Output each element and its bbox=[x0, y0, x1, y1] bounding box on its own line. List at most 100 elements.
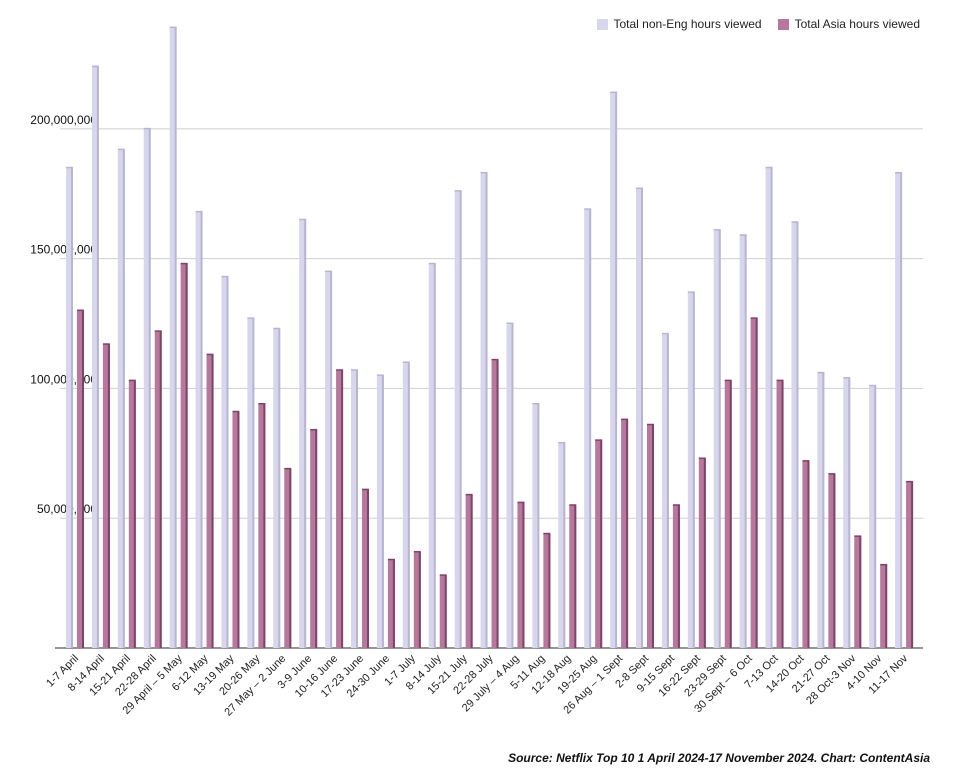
bar-asia[interactable] bbox=[258, 403, 266, 648]
bar-non-eng-shade bbox=[278, 328, 281, 648]
bar-asia[interactable] bbox=[413, 551, 421, 648]
bar-non-eng-cap bbox=[661, 332, 669, 335]
bar-asia[interactable] bbox=[439, 575, 447, 648]
bar-asia[interactable] bbox=[232, 411, 240, 648]
bar-asia-cap bbox=[802, 460, 810, 462]
bar-asia-cap bbox=[180, 262, 188, 265]
bar-asia[interactable] bbox=[750, 318, 758, 648]
bar-non-eng[interactable] bbox=[428, 263, 436, 648]
bar-asia[interactable] bbox=[128, 380, 136, 648]
bar-asia[interactable] bbox=[906, 481, 914, 648]
bar-asia[interactable] bbox=[543, 533, 551, 648]
bar-asia[interactable] bbox=[387, 559, 395, 648]
bar-asia[interactable] bbox=[180, 263, 188, 648]
bar-non-eng[interactable] bbox=[739, 235, 747, 648]
bar-non-eng[interactable] bbox=[351, 370, 358, 648]
bar-asia[interactable] bbox=[595, 440, 603, 648]
y-tick-label: 150,000,000 bbox=[30, 243, 97, 257]
bar-asia[interactable] bbox=[698, 458, 706, 648]
bar-non-eng[interactable] bbox=[791, 222, 799, 649]
bar-non-eng[interactable] bbox=[299, 219, 307, 648]
bar-asia[interactable] bbox=[854, 536, 862, 648]
bar-non-eng[interactable] bbox=[480, 172, 488, 648]
bar-asia[interactable] bbox=[154, 331, 162, 648]
bar-non-eng-shade bbox=[848, 378, 851, 648]
bar-non-eng[interactable] bbox=[402, 362, 410, 648]
bar-non-eng[interactable] bbox=[91, 66, 99, 649]
bar-non-eng[interactable] bbox=[532, 403, 540, 648]
bar-non-eng[interactable] bbox=[610, 92, 618, 648]
bar-non-eng-shade bbox=[822, 372, 825, 648]
bar-non-eng[interactable] bbox=[713, 230, 721, 648]
bar-asia[interactable] bbox=[672, 505, 680, 648]
bar-asia-cap bbox=[387, 558, 395, 561]
bar-non-eng[interactable] bbox=[661, 333, 669, 648]
bar-non-eng[interactable] bbox=[687, 292, 695, 648]
bar-non-eng-cap bbox=[195, 210, 203, 213]
bar-non-eng-cap bbox=[402, 361, 410, 363]
bar-non-eng[interactable] bbox=[843, 378, 851, 648]
legend-label-non-eng: Total non-Eng hours viewed bbox=[613, 17, 762, 31]
bar-non-eng-cap bbox=[247, 317, 255, 319]
bar-non-eng[interactable] bbox=[325, 271, 333, 648]
bar-non-eng-cap bbox=[739, 234, 747, 236]
bar-asia[interactable] bbox=[102, 344, 110, 648]
bar-non-eng[interactable] bbox=[143, 128, 151, 649]
bar-asia-shade bbox=[367, 489, 369, 648]
bar-asia-shade bbox=[237, 411, 240, 648]
bar-non-eng[interactable] bbox=[117, 149, 125, 648]
bar-asia[interactable] bbox=[336, 370, 344, 648]
bar-non-eng-cap bbox=[817, 371, 825, 374]
bar-non-eng[interactable] bbox=[636, 188, 643, 648]
bar-non-eng[interactable] bbox=[869, 385, 877, 648]
legend-label-asia: Total Asia hours viewed bbox=[794, 17, 920, 31]
bar-non-eng[interactable] bbox=[247, 318, 255, 648]
bar-asia[interactable] bbox=[647, 424, 654, 648]
bar-non-eng[interactable] bbox=[221, 276, 229, 648]
bar-non-eng[interactable] bbox=[895, 172, 903, 648]
bar-non-eng-cap bbox=[584, 208, 592, 210]
bar-non-eng[interactable] bbox=[66, 167, 73, 649]
legend-swatch-non-eng bbox=[596, 18, 608, 30]
bar-asia[interactable] bbox=[724, 380, 732, 648]
bar-non-eng-shade bbox=[433, 263, 436, 648]
bar-asia[interactable] bbox=[491, 359, 499, 648]
bar-non-eng[interactable] bbox=[584, 209, 592, 648]
bar-asia-shade bbox=[729, 380, 732, 648]
bar-asia-shade bbox=[833, 474, 836, 648]
bar-asia-shade bbox=[677, 505, 680, 648]
bar-asia[interactable] bbox=[362, 489, 369, 648]
bar-non-eng[interactable] bbox=[765, 167, 773, 649]
bar-non-eng-shade bbox=[589, 209, 592, 648]
bar-non-eng[interactable] bbox=[558, 442, 566, 648]
legend-item-asia[interactable]: Total Asia hours viewed bbox=[777, 17, 920, 31]
bar-asia[interactable] bbox=[206, 354, 214, 648]
bar-asia-cap bbox=[310, 428, 318, 431]
bar-non-eng[interactable] bbox=[376, 375, 384, 648]
bar-asia[interactable] bbox=[77, 310, 84, 648]
bar-asia[interactable] bbox=[621, 419, 629, 648]
legend-item-non-eng[interactable]: Total non-Eng hours viewed bbox=[596, 17, 762, 31]
bar-non-eng[interactable] bbox=[169, 27, 177, 649]
bar-asia[interactable] bbox=[310, 429, 318, 648]
bar-asia-cap bbox=[750, 317, 758, 319]
bar-asia[interactable] bbox=[569, 505, 577, 648]
bar-non-eng[interactable] bbox=[817, 372, 825, 648]
bar-asia[interactable] bbox=[776, 380, 784, 648]
bar-non-eng-shade bbox=[692, 292, 695, 648]
bar-asia[interactable] bbox=[828, 474, 836, 648]
bar-non-eng[interactable] bbox=[273, 328, 281, 648]
bar-asia[interactable] bbox=[465, 494, 473, 648]
bar-asia[interactable] bbox=[880, 564, 888, 648]
legend-swatch-asia bbox=[777, 18, 789, 30]
bar-asia[interactable] bbox=[517, 502, 525, 648]
bar-non-eng[interactable] bbox=[454, 191, 462, 648]
bar-non-eng[interactable] bbox=[195, 211, 203, 648]
bar-asia-cap bbox=[776, 379, 784, 382]
bar-non-eng-shade bbox=[407, 362, 410, 648]
bar-asia[interactable] bbox=[802, 461, 810, 648]
bar-non-eng[interactable] bbox=[506, 323, 514, 648]
bar-non-eng-cap bbox=[765, 166, 773, 169]
bar-asia-shade bbox=[522, 502, 525, 648]
bar-asia[interactable] bbox=[284, 468, 292, 648]
